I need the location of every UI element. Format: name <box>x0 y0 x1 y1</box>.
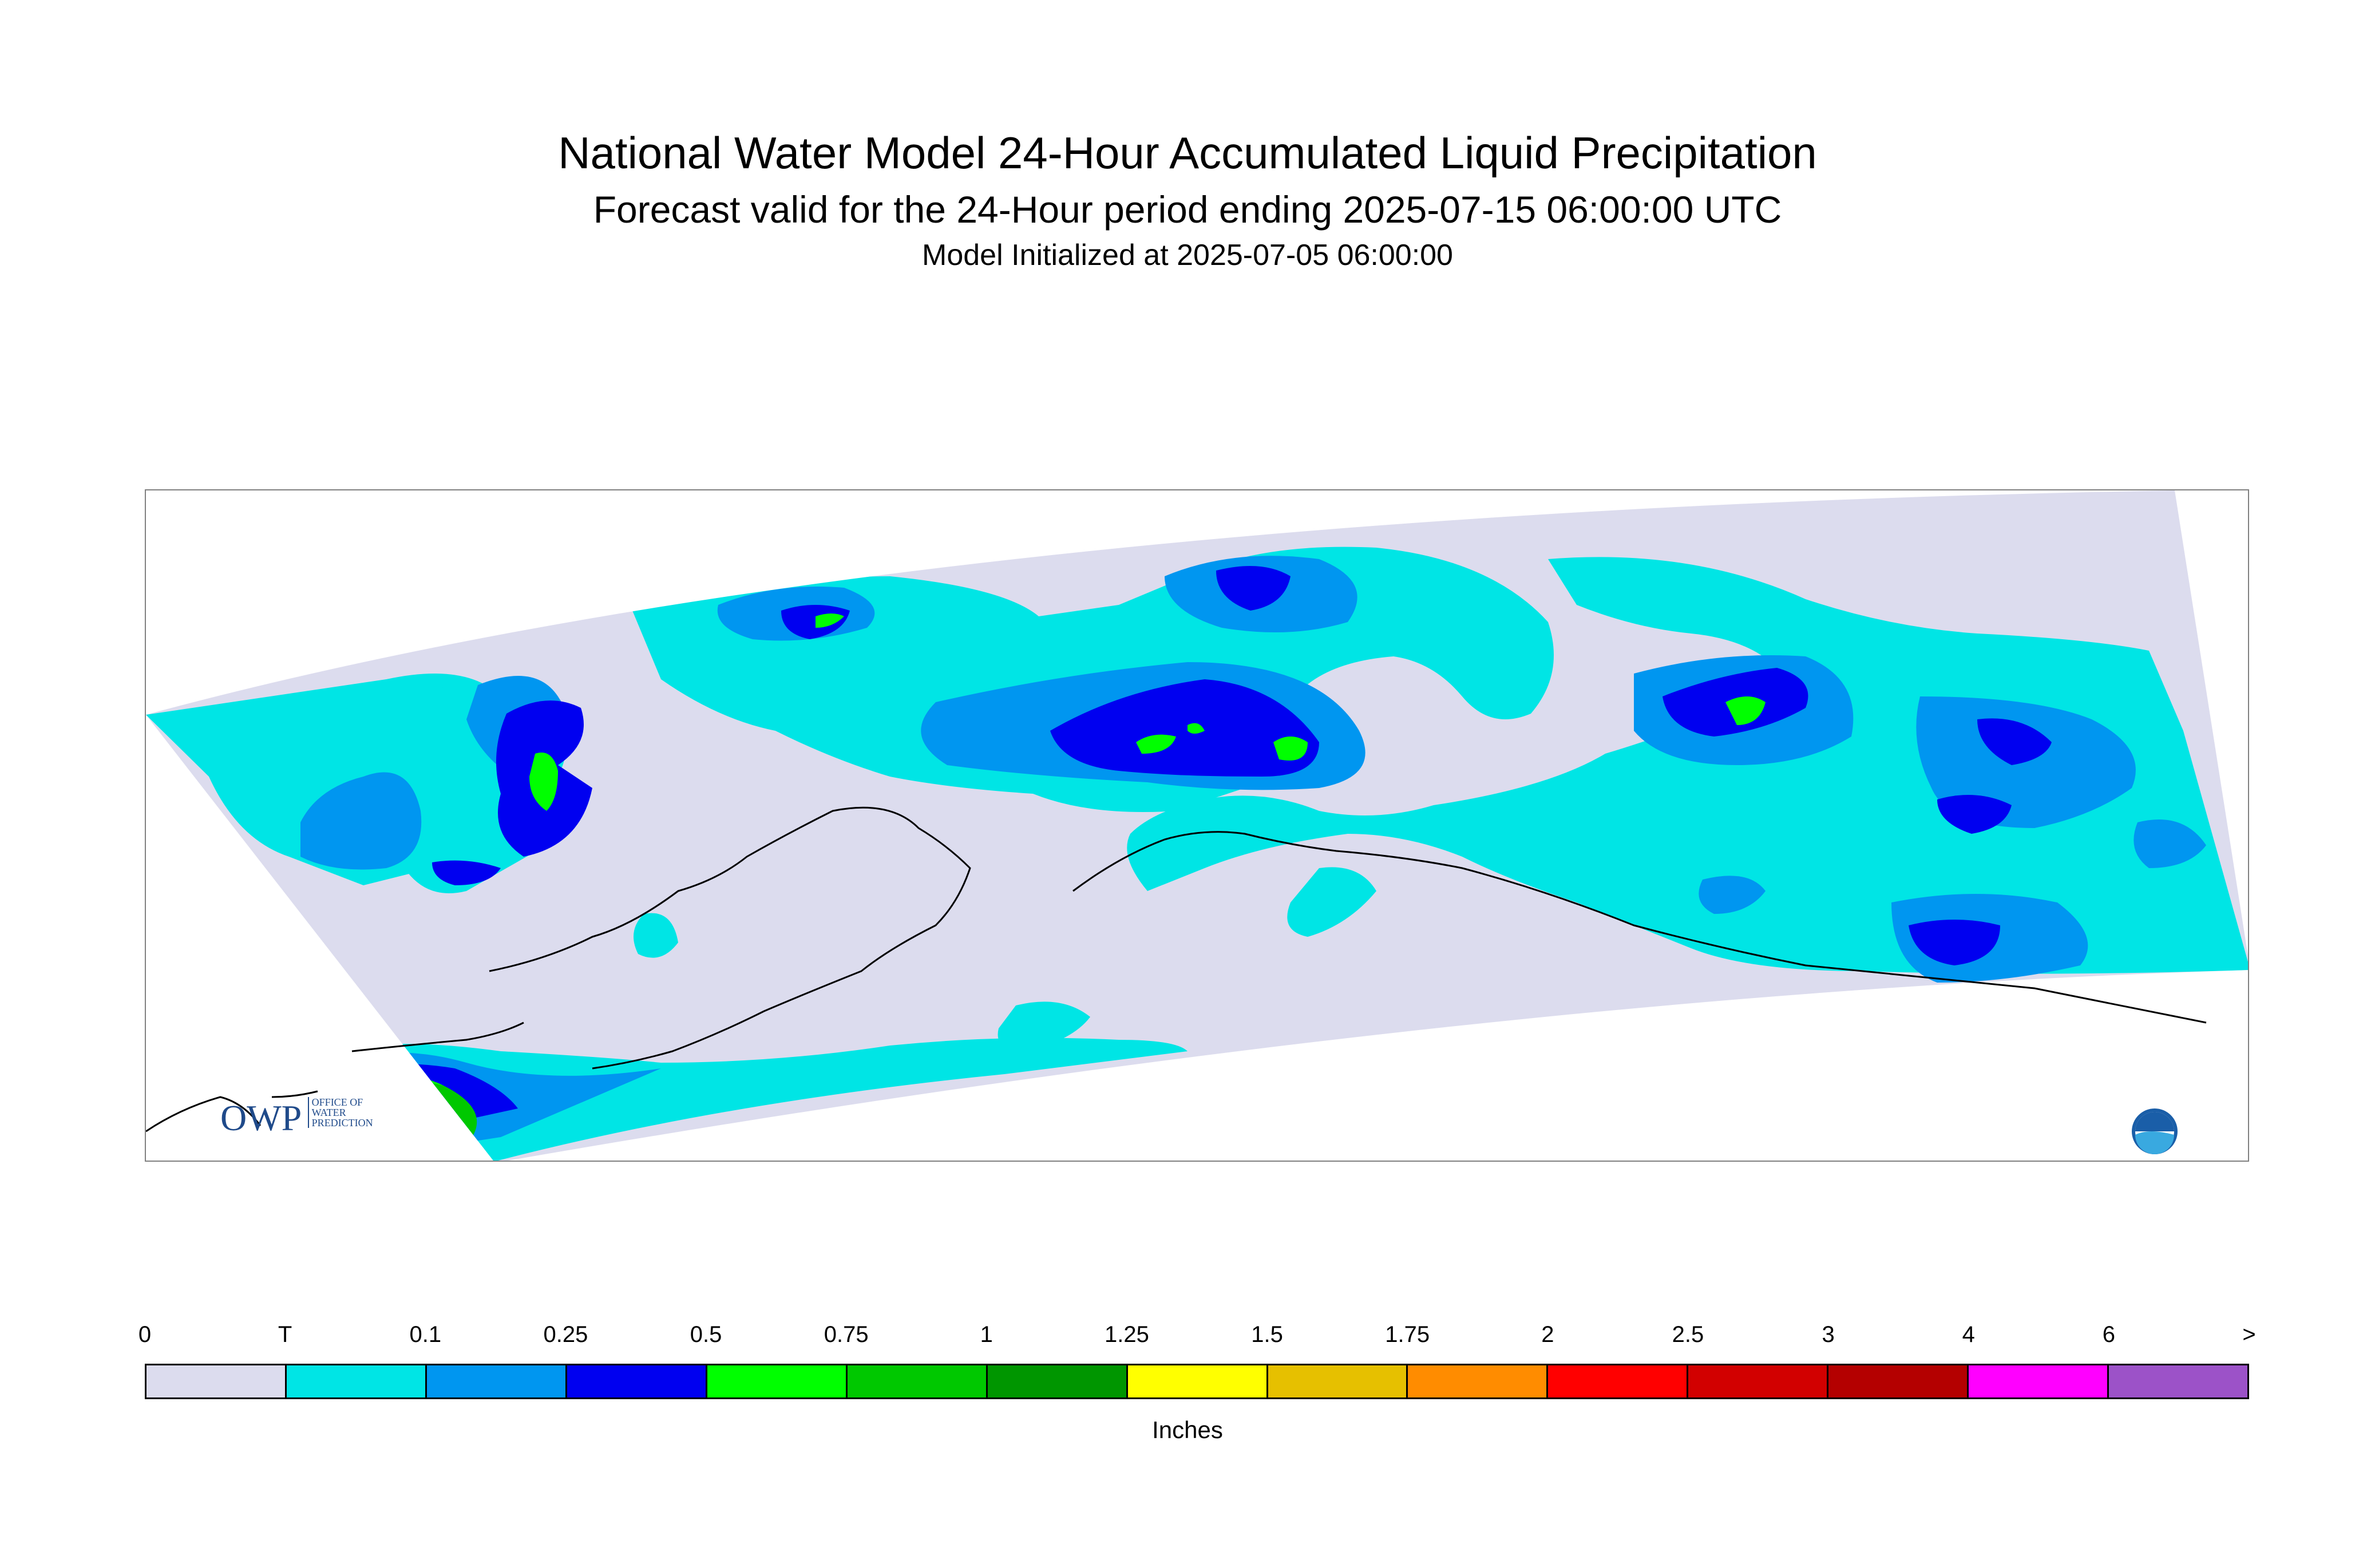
legend-swatch <box>1408 1365 1549 1397</box>
legend-swatch <box>707 1365 848 1397</box>
owp-logo-subtext: OFFICE OF WATER PREDICTION <box>307 1096 373 1129</box>
legend-tick-label: 0 <box>138 1322 152 1347</box>
legend-labels: 0 T 0.1 0.25 0.5 0.75 1 1.25 1.5 1.75 2 2.5 3 4 6 > <box>0 1322 2375 1356</box>
legend-swatch <box>987 1365 1128 1397</box>
legend-tick-label: 1.75 <box>1385 1322 1430 1347</box>
legend-swatch <box>286 1365 427 1397</box>
legend-tick-label: 1.25 <box>1104 1322 1149 1347</box>
legend-swatch <box>1969 1365 2109 1397</box>
coastline <box>146 806 2207 1133</box>
legend-tick-label: 0.75 <box>824 1322 869 1347</box>
legend-swatch <box>147 1365 287 1397</box>
map-canvas <box>146 490 2248 1161</box>
legend-swatch <box>426 1365 567 1397</box>
legend-tick-label: 1 <box>980 1322 993 1347</box>
legend-tick-label: 0.1 <box>409 1322 442 1347</box>
legend-tick-label: > <box>2242 1322 2256 1347</box>
legend-tick-label: 6 <box>2102 1322 2115 1347</box>
owp-logo-line: PREDICTION <box>311 1117 373 1129</box>
legend-tick-label: 0.25 <box>543 1322 588 1347</box>
legend-swatch <box>847 1365 988 1397</box>
map-title: National Water Model 24-Hour Accumulated… <box>558 128 1817 178</box>
legend-swatch <box>567 1365 707 1397</box>
legend-tick-label: 4 <box>1962 1322 1975 1347</box>
owp-logo-line: OFFICE OF <box>311 1096 363 1108</box>
noaa-logo <box>2132 1108 2178 1154</box>
legend-tick-label: 3 <box>1822 1322 1835 1347</box>
precipitation-map: OWP OFFICE OF WATER PREDICTION <box>145 489 2249 1162</box>
legend-swatch <box>1268 1365 1408 1397</box>
owp-logo-text: OWP <box>220 1098 302 1138</box>
legend-tick-label: 2.5 <box>1672 1322 1704 1347</box>
model-init-time: Model Initialized at 2025-07-05 06:00:00 <box>922 239 1453 272</box>
legend-tick-label: 0.5 <box>690 1322 722 1347</box>
legend-swatch <box>1688 1365 1829 1397</box>
legend-swatch <box>1828 1365 1969 1397</box>
owp-logo: OWP OFFICE OF WATER PREDICTION <box>220 1097 373 1139</box>
legend-swatch <box>1127 1365 1268 1397</box>
map-subtitle: Forecast valid for the 24-Hour period en… <box>593 188 1782 231</box>
legend-units: Inches <box>1152 1416 1223 1443</box>
legend-tick-label: 1.5 <box>1251 1322 1283 1347</box>
legend-swatch <box>1548 1365 1689 1397</box>
legend-swatch <box>2109 1365 2248 1397</box>
legend-tick-label: 2 <box>1541 1322 1554 1347</box>
legend-tick-label: T <box>278 1322 292 1347</box>
owp-logo-line: WATER <box>311 1107 346 1118</box>
legend-colorbar <box>145 1364 2249 1399</box>
